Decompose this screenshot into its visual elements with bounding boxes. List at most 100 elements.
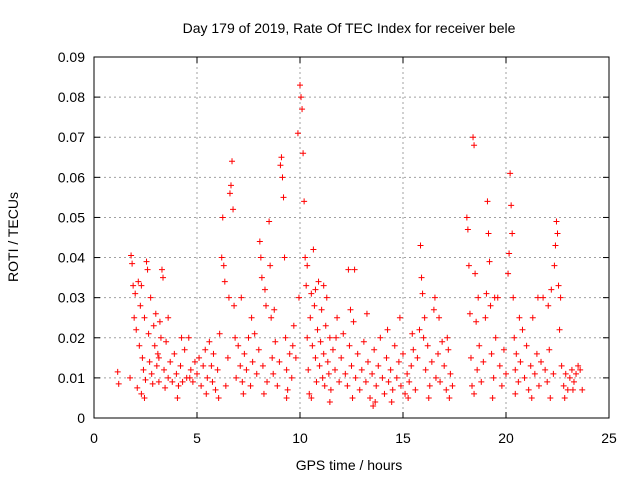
data-point	[489, 394, 496, 401]
data-point	[344, 382, 351, 389]
x-tick-label: 25	[601, 430, 617, 446]
data-point	[251, 330, 258, 337]
data-point	[535, 382, 542, 389]
data-point	[435, 350, 442, 357]
data-point	[138, 282, 145, 289]
data-point	[286, 350, 293, 357]
data-point	[271, 306, 278, 313]
data-point	[384, 326, 391, 333]
data-point	[302, 254, 309, 261]
data-point	[346, 342, 353, 349]
data-point	[227, 182, 234, 189]
data-point	[400, 350, 406, 357]
data-point	[316, 362, 323, 369]
y-tick-label: 0	[77, 410, 85, 426]
data-point	[397, 382, 404, 389]
y-axis-ticks: 0 0.01 0.02 0.03 0.04 0.05 0.06 0.07 0.08 0.09	[58, 49, 609, 426]
data-point	[202, 346, 209, 353]
data-point	[169, 378, 176, 385]
data-point	[322, 322, 329, 329]
data-point	[279, 174, 286, 181]
data-point	[421, 314, 428, 321]
data-point	[245, 334, 252, 341]
y-tick-label: 0.07	[58, 129, 85, 145]
data-point	[426, 382, 433, 389]
data-point	[326, 334, 333, 341]
data-point	[388, 398, 395, 405]
data-point	[445, 346, 452, 353]
data-point	[358, 366, 365, 373]
data-point	[189, 378, 196, 385]
plot-frame	[93, 56, 610, 419]
data-point	[385, 378, 392, 385]
data-point	[568, 366, 575, 373]
data-point	[439, 338, 446, 345]
data-point	[178, 334, 185, 341]
data-point	[534, 294, 541, 301]
data-point	[284, 386, 291, 393]
data-point	[220, 262, 227, 269]
data-point	[278, 154, 285, 161]
data-points	[114, 82, 586, 409]
y-tick-label: 0.09	[58, 49, 85, 65]
data-point	[414, 354, 421, 361]
data-point	[230, 206, 237, 213]
data-point	[268, 314, 275, 321]
y-tick-label: 0.06	[58, 169, 85, 185]
data-point	[132, 290, 139, 297]
data-point	[222, 382, 229, 389]
data-point	[545, 302, 552, 309]
data-point	[196, 354, 203, 361]
data-point	[128, 252, 135, 259]
data-point	[224, 354, 231, 361]
data-point	[115, 380, 122, 387]
chart-title: Day 179 of 2019, Rate Of TEC Index for r…	[183, 20, 516, 36]
data-point	[558, 362, 565, 369]
data-point	[317, 338, 324, 345]
x-tick-label: 20	[498, 430, 514, 446]
data-point	[215, 394, 222, 401]
data-point	[127, 374, 134, 381]
data-point	[512, 366, 519, 373]
data-point	[204, 374, 211, 381]
data-point	[424, 342, 431, 349]
data-point	[288, 374, 295, 381]
data-point	[478, 378, 485, 385]
data-point	[391, 342, 398, 349]
data-point	[175, 382, 182, 389]
data-point	[167, 358, 174, 365]
data-point	[471, 390, 478, 397]
data-point	[418, 274, 425, 281]
data-point	[406, 378, 413, 385]
data-point	[259, 362, 266, 369]
data-point	[579, 386, 586, 393]
data-point	[420, 334, 427, 341]
data-point	[155, 354, 162, 361]
data-point	[156, 318, 163, 325]
data-point	[238, 294, 245, 301]
data-point	[350, 318, 357, 325]
data-point	[408, 362, 415, 369]
data-point	[332, 366, 339, 373]
data-point	[191, 358, 198, 365]
data-point	[463, 214, 470, 221]
data-point	[436, 314, 443, 321]
data-point	[267, 262, 274, 269]
data-point	[320, 350, 327, 357]
data-point	[519, 326, 526, 333]
data-point	[425, 394, 432, 401]
data-point	[225, 294, 232, 301]
data-point	[347, 306, 354, 313]
data-point	[490, 374, 497, 381]
data-point	[312, 354, 319, 361]
data-point	[200, 362, 207, 369]
data-point	[141, 394, 148, 401]
data-point	[137, 302, 144, 309]
data-point	[206, 338, 213, 345]
data-point	[218, 254, 225, 261]
data-point	[308, 290, 315, 297]
data-point	[281, 254, 288, 261]
data-point	[141, 314, 148, 321]
data-point	[562, 370, 569, 377]
data-point	[177, 362, 184, 369]
